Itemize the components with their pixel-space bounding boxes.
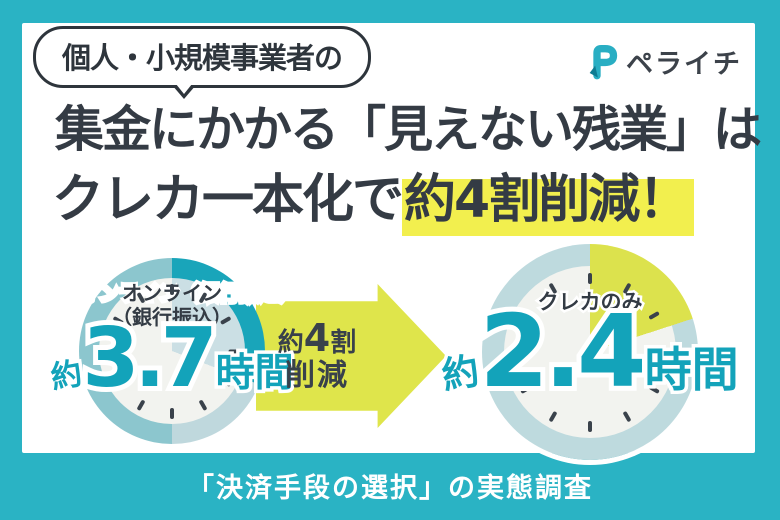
peraichi-logo-icon [586, 44, 619, 80]
clock-tick [622, 282, 632, 294]
clock-before-value: 約 3.7 時間 [47, 318, 294, 401]
clock-before-online-bank: オンライン（銀行振込） 約 3.7 時間 [48, 258, 294, 444]
audience-badge-label: 個人・小規模事業者の [62, 41, 343, 75]
clock-tick [622, 410, 632, 422]
reduction-arrow-line2: 削減 [285, 357, 349, 393]
arrow-line1-pre: 約 [277, 327, 304, 358]
reduction-arrow-text: 約4割 削減 [256, 284, 378, 428]
clock-tick [588, 272, 592, 284]
peraichi-logo-text: ペライチ [626, 49, 742, 80]
clock-tick [170, 407, 174, 419]
clock-before-value-unit: 時間 [216, 342, 294, 398]
clock-tick [548, 410, 558, 422]
arrow-line1-num: 4 [303, 315, 331, 360]
headline-line2-prefix: クレカ一本化で [52, 170, 404, 230]
peraichi-logo: ペライチ [586, 42, 742, 81]
audience-badge: 個人・小規模事業者の [33, 26, 372, 99]
headline-line2-highlight: 約4割削減！ [402, 170, 695, 236]
clock-after-ticks [482, 244, 698, 460]
clock-tick [170, 283, 174, 295]
clock-after-value-unit: 時間 [645, 331, 739, 400]
reduction-arrow-line1: 約4割 [278, 319, 356, 359]
headline-line1: 集金にかかる「見えない残業」は [55, 101, 762, 158]
clock-before-value-prefix: 約 [47, 348, 85, 398]
footer-survey-title: 「決済手段の選択」の実態調査 [187, 473, 593, 504]
clock-tick [548, 282, 558, 294]
clock-before-value-number: 3.7 [82, 318, 217, 401]
clock-after-value-prefix: 約 [437, 340, 483, 400]
clock-after-value: 約 2.4 時間 [439, 302, 739, 403]
clock-tick [588, 420, 592, 432]
arrow-line1-post: 割 [330, 327, 357, 358]
clock-tick [198, 291, 208, 304]
headline-line2: クレカ一本化で約4割削減！ [52, 157, 695, 236]
clock-after-creditcard-only: クレカのみ 約 2.4 時間 [439, 244, 739, 460]
clock-before-ticks [79, 258, 265, 444]
clock-tick [136, 291, 146, 304]
clock-after-value-number: 2.4 [479, 302, 646, 403]
